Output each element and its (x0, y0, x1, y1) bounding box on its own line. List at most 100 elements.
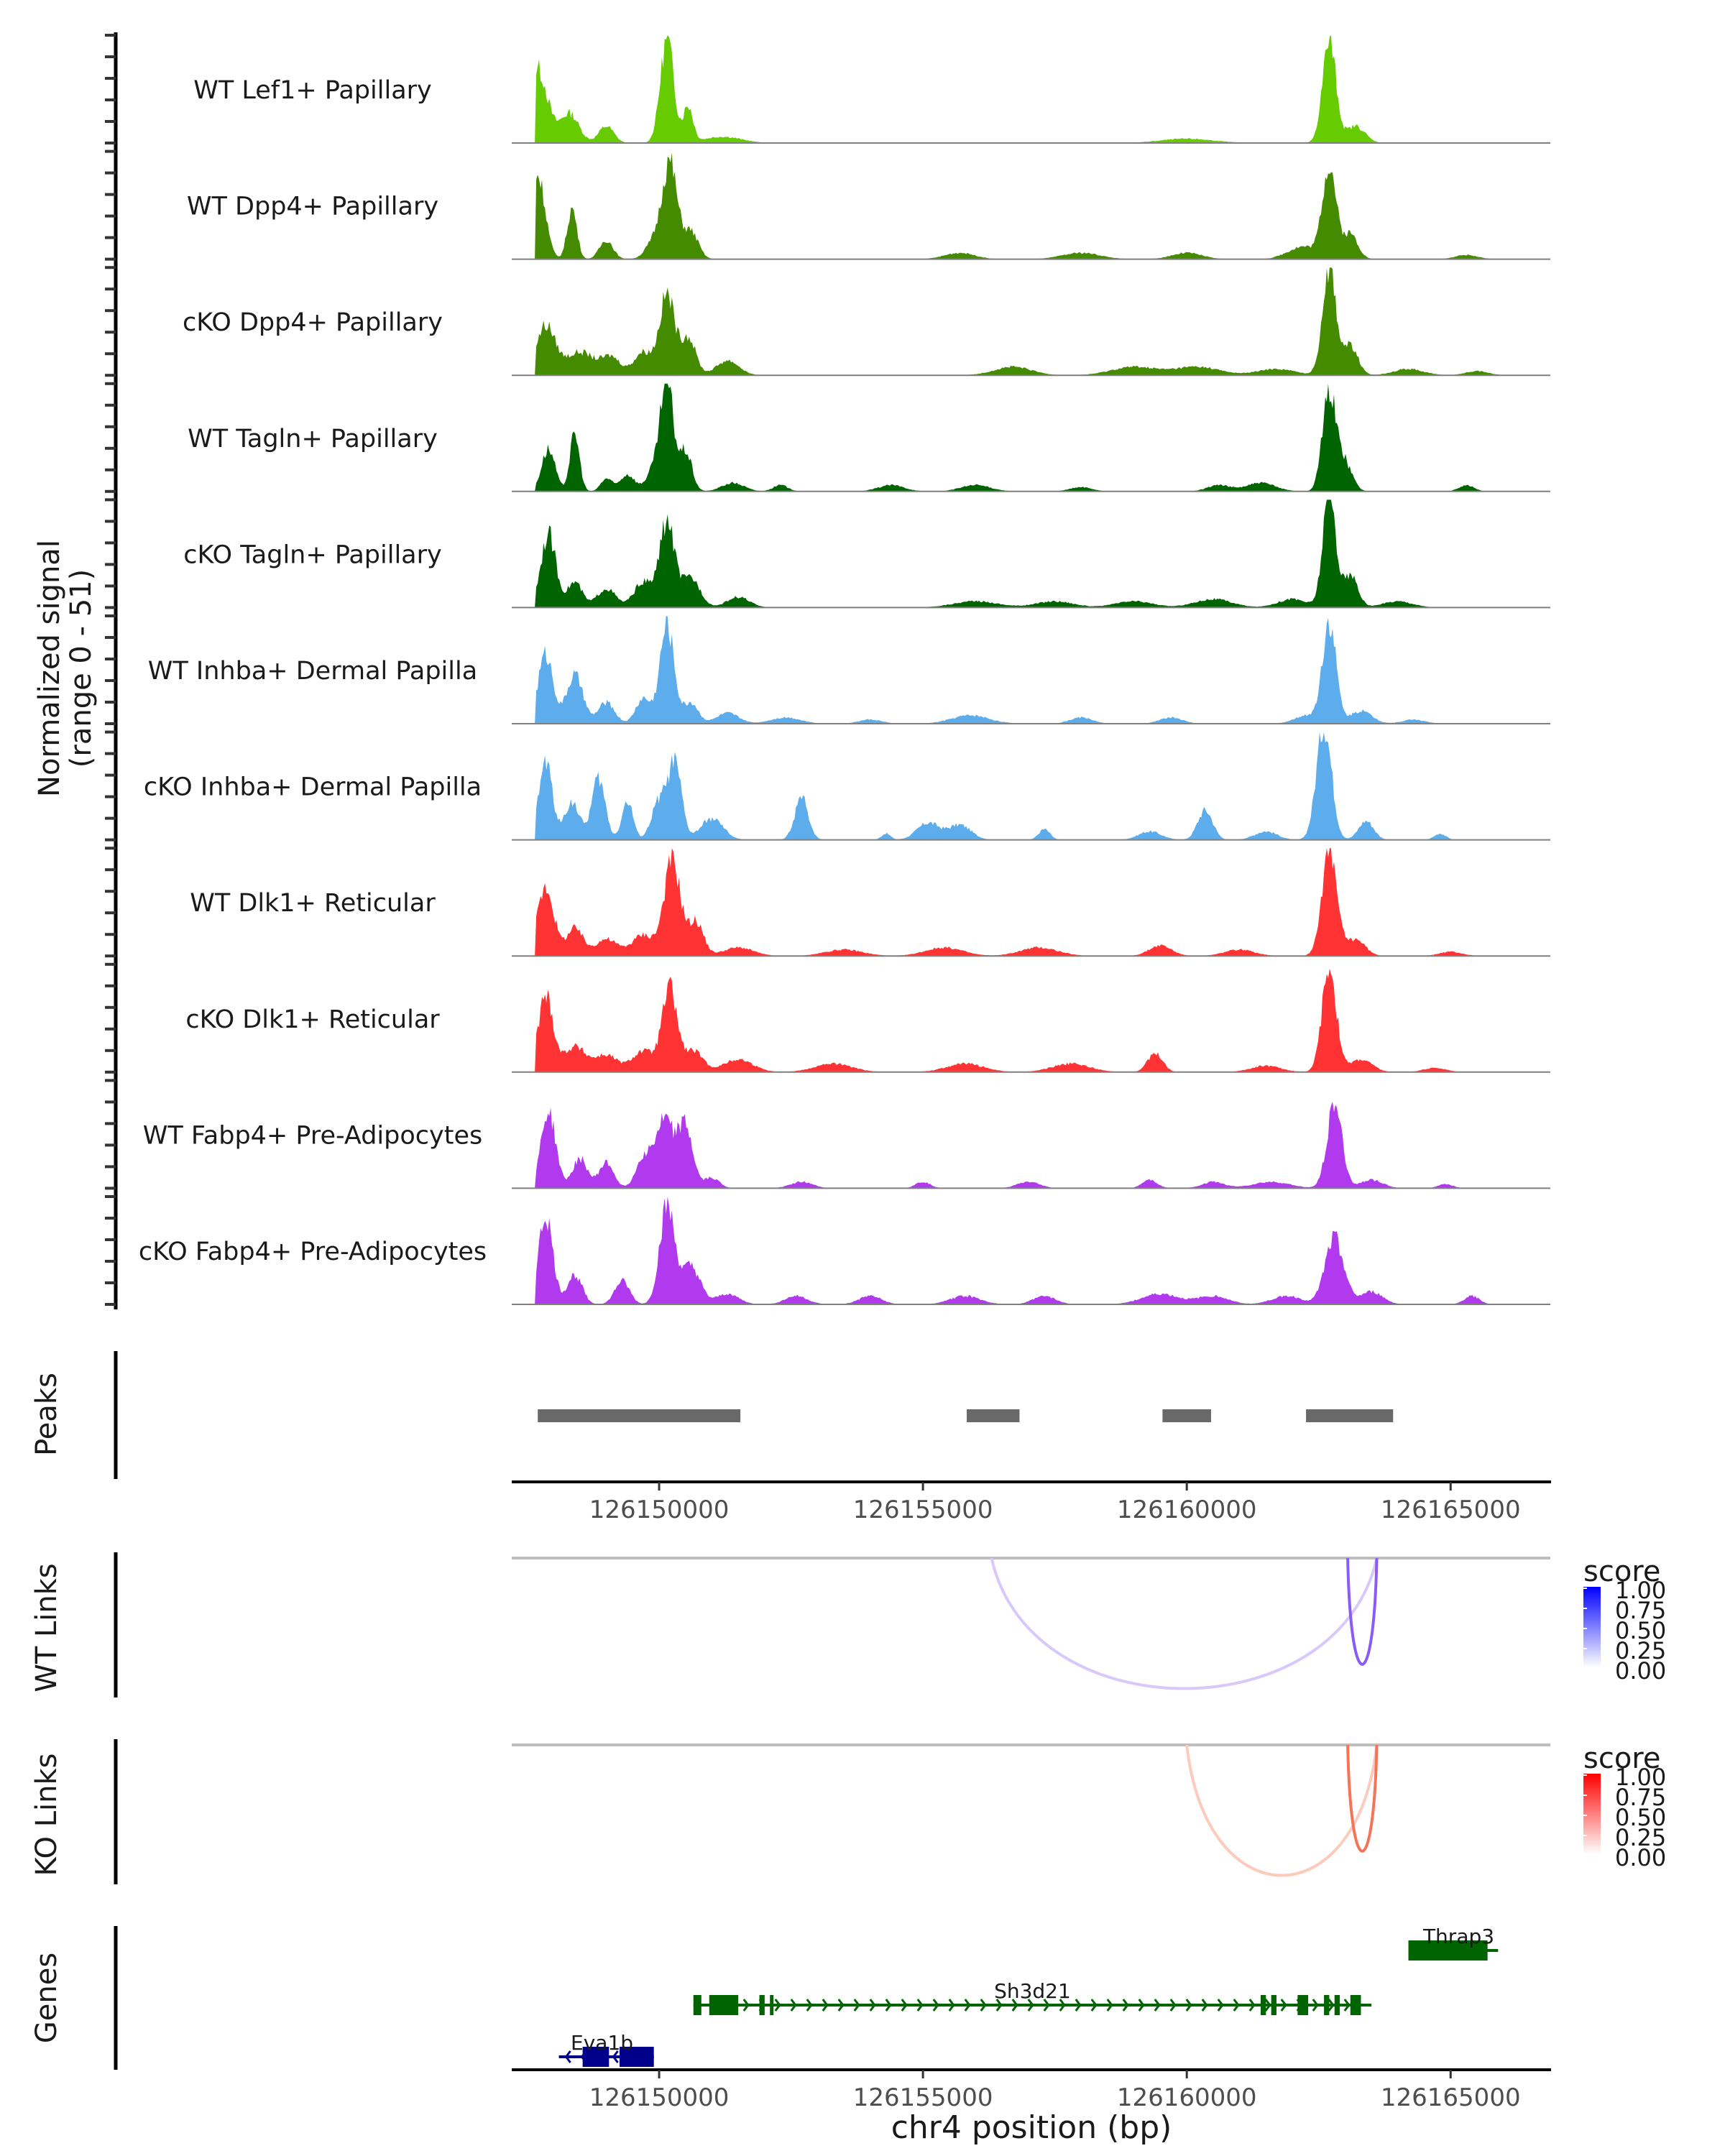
ko-legend-colorbar (1583, 1774, 1601, 1854)
track: cKO Fabp4+ Pre-Adipocytes (139, 1197, 1550, 1305)
ko-links-arcs (512, 1743, 1550, 1877)
wt-links-panel-label: WT Links (30, 1563, 63, 1692)
y-axis-title-line2: (range 0 - 51) (65, 569, 98, 768)
strand-arrow-left-icon (1185, 1999, 1192, 2012)
strand-arrow-left-icon (1217, 1999, 1224, 2012)
x-tick-label: 126155000 (853, 1496, 993, 1524)
track-signal-area (512, 616, 1550, 724)
peak-region (538, 1409, 741, 1422)
strand-arrow-right-icon (612, 2050, 619, 2063)
wt-legend-title: score (1583, 1555, 1660, 1588)
strand-arrow-left-icon (869, 1999, 876, 2012)
strand-arrow-left-icon (885, 1999, 892, 2012)
x-tick-label: 126160000 (1117, 1496, 1257, 1524)
strand-arrow-left-icon (774, 1999, 781, 2012)
link-arc (1346, 1557, 1379, 1666)
track-label: cKO Dlk1+ Reticular (185, 1005, 440, 1034)
strand-arrow-left-icon (1043, 1999, 1050, 2012)
strand-arrow-left-icon (916, 1999, 924, 2012)
strand-arrow-left-icon (995, 1999, 1003, 2012)
strand-arrow-left-icon (948, 1999, 955, 2012)
peaks-panel-label: Peaks (30, 1373, 63, 1456)
track-label: cKO Fabp4+ Pre-Adipocytes (139, 1238, 487, 1266)
track-label: WT Dlk1+ Reticular (190, 889, 436, 918)
track-label: cKO Inhba+ Dermal Papilla (144, 773, 482, 802)
peak-regions (538, 1409, 1394, 1422)
peak-region (1162, 1409, 1211, 1422)
track-signal-area (512, 267, 1550, 376)
strand-arrow-left-icon (1312, 1999, 1319, 2012)
track: WT Dpp4+ Papillary (187, 152, 1550, 260)
gene-exon (619, 2047, 654, 2067)
strand-arrow-left-icon (1122, 1999, 1129, 2012)
gene-exon (1297, 1995, 1309, 2015)
track-signal-area (512, 1197, 1550, 1304)
track: cKO Dlk1+ Reticular (185, 968, 1550, 1073)
strand-arrow-left-icon (1201, 1999, 1208, 2012)
x-axis-ticks-bottom: 126150000 126155000 126160000 126165000 (589, 2070, 1521, 2112)
ko-score-legend: score 1.000.750.500.250.00 (1583, 1742, 1666, 1871)
gene-exon (709, 1995, 739, 2015)
ko-links-panel-label: KO Links (30, 1754, 63, 1876)
legend-tick-label: 1.00 (1615, 1577, 1666, 1604)
strand-arrow-left-icon (1138, 1999, 1145, 2012)
gene-name: Eva1b (571, 2031, 633, 2055)
legend-tick-label: 0.75 (1615, 1597, 1666, 1624)
track: cKO Inhba+ Dermal Papilla (144, 732, 1550, 841)
gene-exon (693, 1995, 702, 2015)
gene-name: Sh3d21 (994, 1979, 1071, 2003)
track-signal-area (512, 383, 1550, 492)
strand-arrow-left-icon (901, 1999, 908, 2012)
strand-arrow-left-icon (1264, 1999, 1271, 2012)
gene-exon (582, 2047, 610, 2067)
strand-arrow-left-icon (806, 1999, 813, 2012)
link-arc (990, 1557, 1379, 1690)
track: WT Lef1+ Papillary (193, 35, 1550, 144)
gene-exon (759, 1995, 765, 2015)
legend-tick-label: 1.00 (1615, 1764, 1666, 1791)
strand-arrow-left-icon (980, 1999, 987, 2012)
track-signal-area (512, 848, 1550, 957)
track-label: WT Inhba+ Dermal Papilla (148, 657, 477, 686)
gene-exon (770, 1995, 774, 2015)
gene-models: Thrap3 Sh3d21 Eva1b (558, 1925, 1499, 2067)
strand-arrow-left-icon (742, 1999, 750, 2012)
strand-arrow-left-icon (790, 1999, 797, 2012)
gene-exon (1350, 1995, 1361, 2015)
strand-arrow-left-icon (1027, 1999, 1034, 2012)
strand-arrow-left-icon (1343, 1999, 1351, 2012)
track-signal-area (512, 732, 1550, 840)
track-label: WT Tagln+ Papillary (188, 425, 438, 453)
strand-arrow-left-icon (1328, 1999, 1335, 2012)
x-tick-label: 126150000 (589, 1496, 730, 1524)
strand-arrow-left-icon (822, 1999, 829, 2012)
link-arc (1185, 1744, 1379, 1877)
coverage-tracks: WT Lef1+ Papillary WT Dpp4+ Papillary cKO … (139, 35, 1550, 1305)
legend-tick-label: 0.50 (1615, 1617, 1666, 1644)
strand-arrow-left-icon (964, 1999, 971, 2012)
track-signal-area (512, 152, 1550, 259)
legend-tick-label: 0.00 (1615, 1844, 1666, 1871)
y-axis-title: Normalized signal (range 0 - 51) (33, 540, 98, 797)
strand-arrow-left-icon (1059, 1999, 1066, 2012)
x-axis-title: chr4 position (bp) (891, 2109, 1172, 2146)
strand-arrow-left-icon (1075, 1999, 1082, 2012)
wt-links-arcs (512, 1557, 1550, 1690)
track-label: cKO Dpp4+ Papillary (183, 308, 443, 337)
strand-arrow-left-icon (1011, 1999, 1018, 2012)
x-tick-label: 126165000 (1381, 1496, 1521, 1524)
peak-region (1306, 1409, 1394, 1422)
legend-tick-label: 0.25 (1615, 1637, 1666, 1664)
legend-tick-label: 0.00 (1615, 1657, 1666, 1685)
track-label: cKO Tagln+ Papillary (183, 540, 442, 569)
wt-legend-ticks: 1.000.750.500.250.00 (1583, 1577, 1666, 1685)
wt-score-legend: score 1.000.750.500.250.00 (1583, 1555, 1666, 1685)
strand-arrow-left-icon (1106, 1999, 1113, 2012)
gene: Sh3d21 (693, 1979, 1372, 2015)
peak-region (967, 1409, 1020, 1422)
ko-legend-ticks: 1.000.750.500.250.00 (1583, 1764, 1666, 1871)
strand-arrow-left-icon (837, 1999, 845, 2012)
link-arc (1346, 1744, 1379, 1853)
gene-exon (1260, 1995, 1266, 2015)
